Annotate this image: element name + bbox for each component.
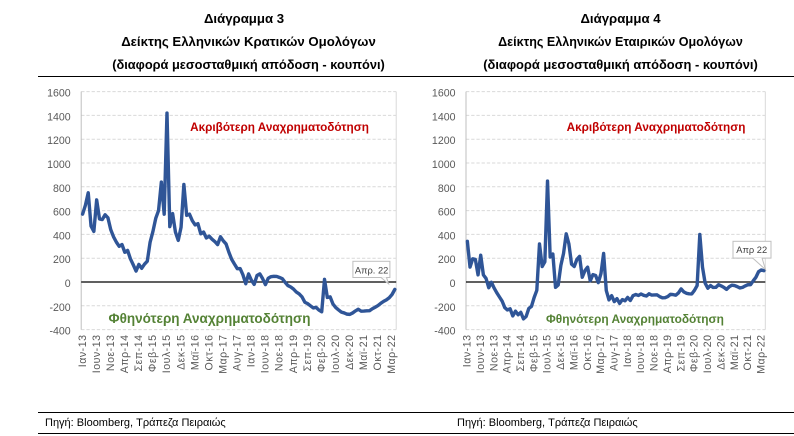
svg-text:Απρ. 22: Απρ. 22 [355,265,388,275]
svg-text:Φεβ-15: Φεβ-15 [528,335,540,373]
svg-text:Οκτ-21: Οκτ-21 [372,335,384,371]
svg-text:1000: 1000 [47,159,71,171]
svg-text:Μαϊ-21: Μαϊ-21 [358,335,370,371]
svg-text:Σεπ-19: Σεπ-19 [302,335,314,372]
svg-text:1200: 1200 [47,135,71,147]
svg-text:Ιαν-13: Ιαν-13 [77,335,89,368]
svg-text:Σεπ-19: Σεπ-19 [675,335,687,372]
svg-text:Ιαν-18: Ιαν-18 [246,335,258,368]
svg-text:400: 400 [53,230,71,242]
svg-text:1600: 1600 [47,88,71,100]
svg-text:Φεβ-20: Φεβ-20 [689,335,701,373]
svg-text:800: 800 [53,183,71,195]
svg-text:Απρ-19: Απρ-19 [288,335,300,374]
svg-text:0: 0 [450,278,456,290]
svg-text:Ιουν-18: Ιουν-18 [635,335,647,374]
svg-text:200: 200 [53,254,71,266]
svg-text:Μαρ-22: Μαρ-22 [756,335,768,374]
svg-text:-400: -400 [49,326,70,338]
svg-text:Ιουν-13: Ιουν-13 [475,335,487,374]
svg-text:Μαρ-17: Μαρ-17 [217,335,229,374]
svg-text:Μαϊ-21: Μαϊ-21 [729,335,741,371]
svg-text:400: 400 [438,230,456,242]
svg-text:Οκτ-16: Οκτ-16 [203,335,215,371]
svg-text:Μαϊ-16: Μαϊ-16 [568,335,580,371]
svg-text:1000: 1000 [432,159,456,171]
svg-text:200: 200 [438,254,456,266]
svg-text:Ιαν-13: Ιαν-13 [462,335,474,368]
svg-text:Ιουλ-20: Ιουλ-20 [330,335,342,374]
svg-text:Ιουν-13: Ιουν-13 [91,335,103,374]
svg-text:Νοε-13: Νοε-13 [488,335,500,372]
svg-text:Σεπ-14: Σεπ-14 [515,335,527,372]
svg-text:Οκτ-21: Οκτ-21 [742,335,754,371]
svg-text:Ιουν-18: Ιουν-18 [260,335,272,374]
svg-text:Οκτ-16: Οκτ-16 [582,335,594,371]
svg-text:Δεκ-15: Δεκ-15 [175,335,187,370]
svg-text:Ιουλ-20: Ιουλ-20 [702,335,714,374]
svg-text:Σεπ-14: Σεπ-14 [133,335,145,372]
svg-text:-400: -400 [434,326,455,338]
svg-text:Δεκ-15: Δεκ-15 [555,335,567,370]
svg-text:1600: 1600 [432,88,456,100]
svg-text:Μαϊ-16: Μαϊ-16 [189,335,201,371]
svg-text:Μαρ-17: Μαρ-17 [595,335,607,374]
svg-text:Νοε-13: Νοε-13 [105,335,117,372]
svg-text:Αυγ-17: Αυγ-17 [232,335,244,371]
svg-text:Απρ-14: Απρ-14 [119,335,131,374]
svg-text:Ιουλ-15: Ιουλ-15 [161,335,173,374]
svg-text:Δεκ-20: Δεκ-20 [344,335,356,370]
svg-text:-200: -200 [49,302,70,314]
svg-text:Μαρ-22: Μαρ-22 [386,335,398,374]
svg-text:Απρ-14: Απρ-14 [502,335,514,374]
svg-text:600: 600 [53,207,71,219]
svg-text:1400: 1400 [432,111,456,123]
svg-text:Απρ 22: Απρ 22 [736,245,767,255]
svg-text:600: 600 [438,207,456,219]
svg-text:Αυγ-17: Αυγ-17 [609,335,621,371]
svg-text:Ιαν-18: Ιαν-18 [622,335,634,368]
svg-text:1200: 1200 [432,135,456,147]
svg-text:Φεβ-20: Φεβ-20 [316,335,328,373]
svg-text:0: 0 [65,278,71,290]
svg-text:Απρ-19: Απρ-19 [662,335,674,374]
svg-text:Φεβ-15: Φεβ-15 [147,335,159,373]
svg-text:Ιουλ-15: Ιουλ-15 [542,335,554,374]
svg-text:Δεκ-20: Δεκ-20 [715,335,727,370]
svg-text:Νοε-18: Νοε-18 [274,335,286,372]
svg-text:1400: 1400 [47,111,71,123]
svg-text:800: 800 [438,183,456,195]
svg-text:-200: -200 [434,302,455,314]
svg-text:Νοε-18: Νοε-18 [649,335,661,372]
